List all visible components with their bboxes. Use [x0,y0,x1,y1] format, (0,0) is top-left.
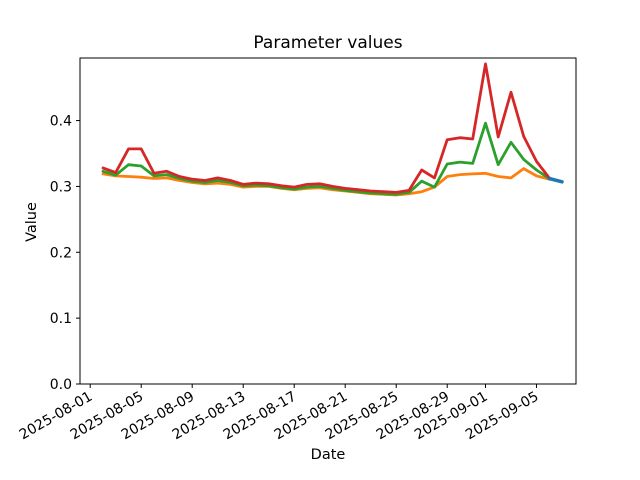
y-tick-label: 0.1 [50,311,72,327]
y-axis-label: Value [24,202,40,242]
y-tick-label: 0.3 [50,179,72,195]
series-red-line [101,62,551,194]
series-green-line [101,121,551,196]
chart-title: Parameter values [253,33,403,53]
x-axis-label: Date [310,447,346,463]
y-tick-label: 0.4 [50,114,72,130]
plot-frame [79,57,577,385]
y-tick-label: 0.2 [50,245,72,261]
y-tick-label: 0.0 [50,377,72,393]
series-blue-end-line [547,176,564,184]
